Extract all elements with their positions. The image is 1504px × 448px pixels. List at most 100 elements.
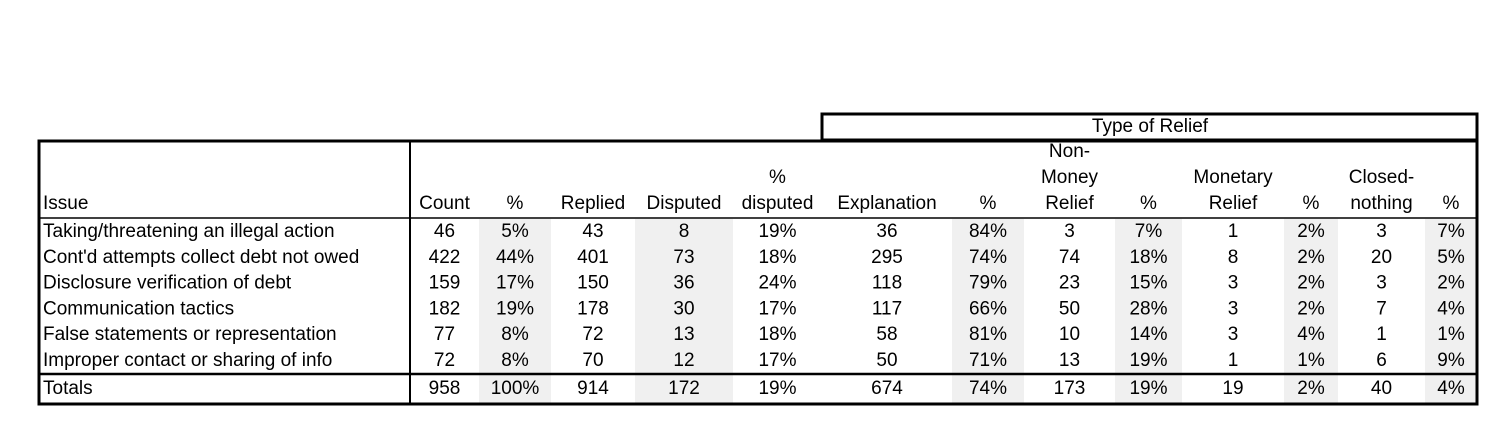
- value-cell: 81%: [969, 324, 1007, 345]
- column-header: Closed-: [1349, 167, 1414, 188]
- totals-cell: 914: [577, 378, 609, 399]
- value-cell: 7: [1376, 298, 1387, 319]
- column-header: Replied: [561, 193, 625, 214]
- value-cell: 3: [1228, 298, 1239, 319]
- value-cell: 178: [577, 298, 609, 319]
- column-header: disputed: [742, 193, 814, 214]
- value-cell: 13: [673, 324, 694, 345]
- value-cell: 118: [872, 273, 902, 294]
- value-cell: 44%: [496, 247, 534, 268]
- issue-cell: False statements or representation: [43, 324, 337, 345]
- value-cell: 150: [577, 273, 609, 294]
- value-cell: 8%: [501, 350, 529, 371]
- value-cell: 6: [1376, 350, 1387, 371]
- value-cell: 7%: [1135, 221, 1163, 242]
- value-cell: 24%: [758, 273, 796, 294]
- value-cell: 3: [1228, 324, 1239, 345]
- issue-cell: Communication tactics: [43, 298, 234, 319]
- column-header: %: [1443, 193, 1460, 214]
- value-cell: 72: [434, 350, 455, 371]
- totals-cell: Totals: [43, 378, 93, 399]
- value-cell: 15%: [1129, 273, 1167, 294]
- totals-cell: 19%: [758, 378, 796, 399]
- value-cell: 7%: [1437, 221, 1465, 242]
- group-header: Type of Relief: [1092, 116, 1209, 137]
- value-cell: 2%: [1297, 273, 1325, 294]
- column-header: Issue: [43, 193, 88, 214]
- value-cell: 73: [673, 247, 694, 268]
- value-cell: 19%: [496, 298, 534, 319]
- value-cell: 74%: [969, 247, 1007, 268]
- issue-cell: Cont'd attempts collect debt not owed: [43, 247, 359, 268]
- value-cell: 3: [1376, 221, 1387, 242]
- table-border: [37, 139, 1479, 406]
- column-header: Money: [1041, 167, 1099, 188]
- value-cell: 2%: [1297, 298, 1325, 319]
- issue-cell: Disclosure verification of debt: [43, 273, 292, 294]
- value-cell: 28%: [1129, 298, 1167, 319]
- value-cell: 401: [577, 247, 609, 268]
- totals-cell: 19%: [1129, 378, 1167, 399]
- value-cell: 8: [679, 221, 690, 242]
- value-cell: 70: [582, 350, 603, 371]
- column-header: Count: [419, 193, 470, 214]
- value-cell: 8: [1228, 247, 1239, 268]
- value-cell: 1: [1376, 324, 1387, 345]
- value-cell: 2%: [1297, 247, 1325, 268]
- totals-cell: 172: [668, 378, 700, 399]
- value-cell: 72: [582, 324, 603, 345]
- shaded-column: [1425, 219, 1477, 403]
- totals-cell: 173: [1054, 378, 1086, 399]
- value-cell: 50: [1059, 298, 1080, 319]
- value-cell: 3: [1228, 273, 1239, 294]
- totals-cell: 40: [1371, 378, 1392, 399]
- column-header: Non-: [1049, 141, 1090, 162]
- value-cell: 1: [1228, 221, 1239, 242]
- value-cell: 2%: [1297, 221, 1325, 242]
- totals-cell: 674: [871, 378, 903, 399]
- shaded-column: [635, 219, 733, 403]
- value-cell: 17%: [758, 350, 796, 371]
- value-cell: 17%: [496, 273, 534, 294]
- value-cell: 117: [872, 298, 902, 319]
- column-header: %: [1140, 193, 1157, 214]
- value-cell: 71%: [969, 350, 1007, 371]
- value-cell: 79%: [969, 273, 1007, 294]
- value-cell: 5%: [1437, 247, 1465, 268]
- value-cell: 182: [429, 298, 461, 319]
- column-header: %: [769, 167, 786, 188]
- column-header: Explanation: [837, 193, 936, 214]
- shaded-column: [952, 219, 1024, 403]
- value-cell: 36: [876, 221, 897, 242]
- totals-cell: 100%: [491, 378, 540, 399]
- totals-cell: 19: [1222, 378, 1243, 399]
- value-cell: 43: [582, 221, 603, 242]
- column-header: Monetary: [1193, 167, 1273, 188]
- column-header: %: [507, 193, 524, 214]
- shaded-column: [1115, 219, 1182, 403]
- value-cell: 1%: [1437, 324, 1465, 345]
- value-cell: 3: [1376, 273, 1387, 294]
- totals-cell: 74%: [969, 378, 1007, 399]
- value-cell: 18%: [1129, 247, 1167, 268]
- value-cell: 77: [434, 324, 455, 345]
- value-cell: 14%: [1129, 324, 1167, 345]
- value-cell: 58: [876, 324, 897, 345]
- value-cell: 19%: [758, 221, 796, 242]
- totals-cell: 958: [429, 378, 461, 399]
- value-cell: 5%: [501, 221, 529, 242]
- value-cell: 2%: [1437, 273, 1465, 294]
- column-header: Disputed: [647, 193, 722, 214]
- totals-cell: 4%: [1437, 378, 1465, 399]
- value-cell: 19%: [1129, 350, 1167, 371]
- column-header: %: [980, 193, 997, 214]
- value-cell: 84%: [969, 221, 1007, 242]
- value-cell: 66%: [969, 298, 1007, 319]
- value-cell: 4%: [1437, 298, 1465, 319]
- issue-cell: Improper contact or sharing of info: [43, 350, 332, 371]
- value-cell: 8%: [501, 324, 529, 345]
- value-cell: 18%: [758, 324, 796, 345]
- column-header: Relief: [1209, 193, 1258, 214]
- value-cell: 1: [1228, 350, 1239, 371]
